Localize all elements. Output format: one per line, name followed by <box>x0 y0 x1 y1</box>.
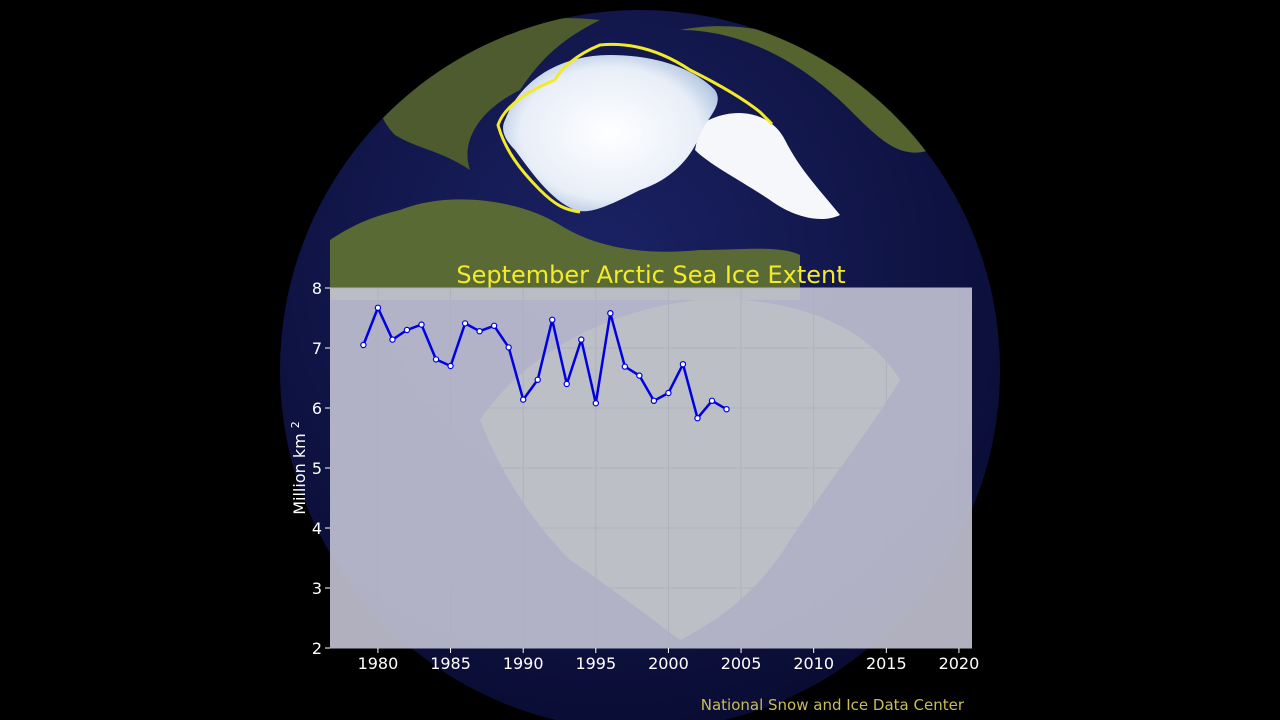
sea-ice-icon <box>503 55 718 212</box>
data-point <box>360 341 367 349</box>
data-point <box>723 406 730 413</box>
data-point <box>592 400 600 407</box>
x-tick-label: 2020 <box>939 654 980 673</box>
scandinavia-land <box>680 26 930 153</box>
x-tick-label: 2010 <box>793 654 834 673</box>
data-point <box>447 362 454 370</box>
data-point <box>389 336 396 343</box>
data-point <box>519 396 527 403</box>
x-tick-label: 2000 <box>648 654 689 673</box>
x-tick-label: 2005 <box>721 654 762 673</box>
y-tick-label: 4 <box>312 519 322 538</box>
y-axis-ticks: 2 3 4 5 6 7 8 <box>312 279 330 658</box>
data-point <box>665 389 672 397</box>
data-point <box>461 320 469 327</box>
data-point <box>403 326 411 334</box>
data-point <box>607 310 614 317</box>
data-point <box>374 304 382 311</box>
data-point <box>476 328 483 335</box>
x-tick-label: 2015 <box>866 654 907 673</box>
y-axis-label-text: Million km <box>290 433 309 514</box>
alaska-land <box>330 199 800 300</box>
median-ice-edge-line <box>553 42 774 126</box>
y-tick-label: 7 <box>312 339 322 358</box>
y-tick-label: 5 <box>312 459 322 478</box>
x-axis-ticks: 1980 1985 1990 1995 2000 2005 2010 2015 2020 <box>358 648 980 673</box>
y-axis-label: Million km 2 <box>289 421 310 515</box>
y-tick-label: 2 <box>312 639 322 658</box>
x-tick-label: 1990 <box>503 654 544 673</box>
data-point <box>505 344 512 351</box>
data-point <box>679 361 687 368</box>
x-tick-label: 1980 <box>358 654 399 673</box>
y-tick-label: 6 <box>312 399 322 418</box>
y-axis-label-superscript: 2 <box>289 421 302 428</box>
y-tick-label: 8 <box>312 279 322 298</box>
data-point <box>650 397 658 404</box>
x-tick-label: 1985 <box>430 654 471 673</box>
greenland-icon <box>695 113 840 220</box>
data-point <box>621 363 629 370</box>
data-point <box>563 380 570 388</box>
data-point <box>636 372 643 379</box>
credit-text: National Snow and Ice Data Center <box>701 696 965 714</box>
data-point <box>418 321 425 328</box>
median-ice-edge-line-west <box>496 78 581 214</box>
data-point <box>534 376 541 383</box>
data-point <box>490 322 498 329</box>
data-point <box>578 336 585 343</box>
y-tick-label: 3 <box>312 579 322 598</box>
data-point <box>694 415 701 422</box>
series-line-group <box>360 304 730 422</box>
data-point <box>432 356 440 363</box>
x-tick-label: 1995 <box>575 654 616 673</box>
chart-title: September Arctic Sea Ice Extent <box>456 261 845 289</box>
data-point <box>708 397 716 404</box>
grid-lines <box>330 287 972 649</box>
data-point <box>549 316 556 323</box>
